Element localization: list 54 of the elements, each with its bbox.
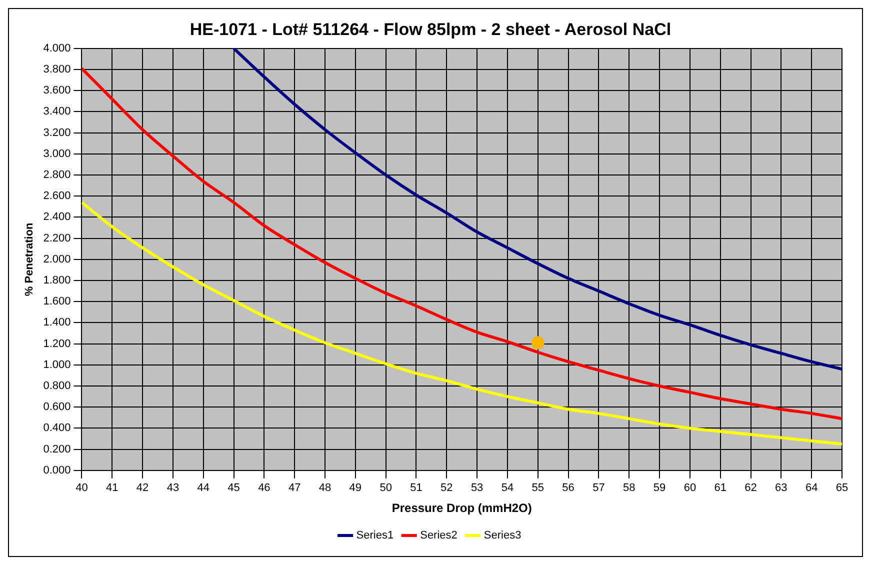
x-tick-label: 47: [288, 482, 301, 494]
y-tick-label: 3.400: [43, 106, 71, 118]
y-tick-label: 2.600: [43, 190, 71, 202]
y-tick-label: 1.400: [43, 316, 71, 329]
x-tick-label: 56: [562, 482, 574, 494]
y-tick-label: 4.000: [43, 42, 71, 54]
x-tick-label: 52: [440, 482, 453, 494]
y-tick-label: 0.600: [43, 401, 71, 414]
y-tick-label: 2.000: [43, 253, 71, 266]
x-tick-label: 43: [166, 482, 180, 494]
line-series: [232, 48, 842, 371]
legend-label: Series2: [420, 530, 458, 542]
y-tick-label: 0.000: [43, 464, 71, 476]
x-tick-label: 63: [775, 482, 788, 494]
legend-label: Series1: [356, 530, 394, 542]
y-tick-label: 0.200: [43, 443, 71, 456]
x-tick-label: 51: [410, 482, 422, 494]
x-tick-label: 61: [714, 482, 726, 494]
y-axis-title: % Penetration: [24, 222, 36, 296]
y-tick-label: 0.400: [43, 422, 71, 434]
x-tick-label: 60: [684, 482, 696, 494]
x-tick-label: 57: [592, 482, 605, 494]
y-tick-label: 2.800: [43, 169, 71, 182]
x-tick-label: 62: [744, 482, 757, 494]
x-tick-label: 64: [805, 482, 818, 494]
y-tick-label: 1.000: [43, 358, 71, 371]
x-tick-label: 45: [228, 482, 240, 494]
x-tick-label: 49: [349, 482, 362, 494]
y-tick-label: 3.800: [43, 64, 71, 76]
x-tick-label: 53: [470, 482, 484, 494]
x-tick-label: 46: [258, 482, 270, 494]
y-tick-label: 3.000: [43, 148, 71, 160]
x-tick-label: 59: [653, 482, 666, 494]
x-tick-label: 48: [318, 482, 332, 494]
y-tick-label: 2.200: [43, 232, 71, 244]
x-tick-label: 55: [532, 482, 544, 494]
x-tick-label: 54: [501, 482, 514, 494]
chart-title: HE-1071 - Lot# 511264 - Flow 85lpm - 2 sheet - Aerosol NaCl: [190, 20, 672, 39]
x-tick-label: 58: [623, 482, 636, 494]
y-tick-label: 1.800: [43, 274, 71, 287]
y-tick-label: 1.200: [43, 338, 71, 350]
x-axis-title: Pressure Drop (mmH2O): [392, 501, 532, 516]
y-tick-label: 1.600: [43, 296, 71, 308]
x-tick-label: 40: [76, 482, 88, 494]
x-tick-label: 44: [197, 482, 210, 494]
x-tick-label: 50: [380, 482, 392, 494]
x-tick-label: 65: [836, 482, 848, 494]
y-tick-label: 3.200: [43, 126, 71, 139]
x-tick-label: 42: [136, 482, 149, 494]
y-tick-label: 2.400: [43, 211, 71, 224]
y-tick-label: 3.600: [43, 84, 71, 97]
x-tick-label: 41: [106, 482, 118, 494]
y-tick-label: 0.800: [43, 380, 71, 392]
legend-label: Series3: [484, 530, 522, 542]
